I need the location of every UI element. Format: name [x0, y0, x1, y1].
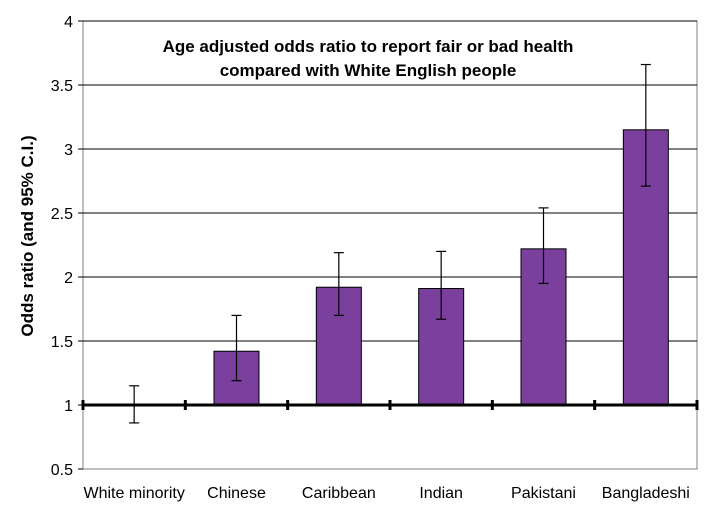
y-tick-label: 4: [64, 14, 73, 31]
y-tick-label: 3: [64, 142, 73, 159]
chart-title: Age adjusted odds ratio to report fair o…: [163, 37, 574, 56]
x-category-label: Bangladeshi: [602, 485, 690, 502]
error-bars-layer: [129, 63, 651, 424]
y-tick-label: 3.5: [51, 78, 73, 95]
x-category-label: Caribbean: [302, 485, 376, 502]
axis-layer: [78, 20, 699, 470]
labels-layer: 0.5 1 1.5 2 2.5 3 3.5 4 White minority Chinese Car…: [51, 14, 690, 502]
grid-layer: [82, 20, 698, 470]
chart-subtitle: compared with White English people: [220, 61, 517, 80]
x-category-label: Chinese: [207, 485, 266, 502]
x-category-label: Indian: [419, 485, 463, 502]
y-axis-label: Odds ratio (and 95% C.I.): [18, 135, 37, 336]
y-tick-label: 1: [64, 398, 73, 415]
y-tick-label: 2: [64, 270, 73, 287]
bars-layer: [213, 129, 669, 406]
x-category-label: White minority: [83, 485, 184, 502]
y-tick-label: 2.5: [51, 206, 73, 223]
x-category-label: Pakistani: [511, 485, 576, 502]
y-tick-label: 1.5: [51, 334, 73, 351]
y-tick-label: 0.5: [51, 462, 73, 479]
